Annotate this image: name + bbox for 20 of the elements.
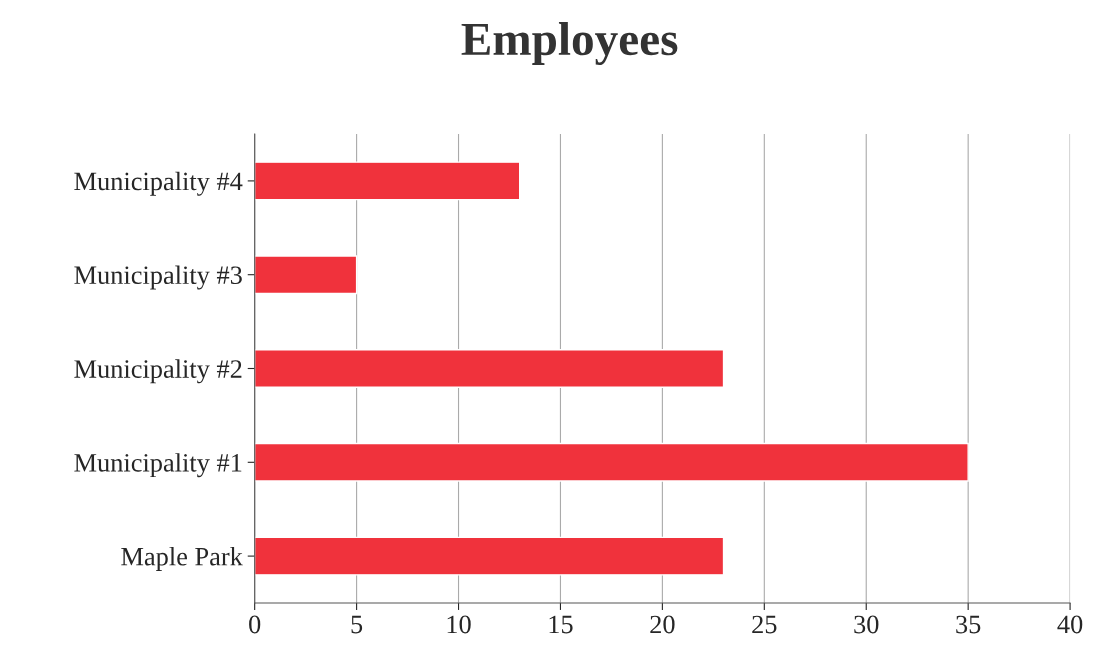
x-tick-label: 40 [1057,615,1083,634]
y-tick-label: Maple Park [121,546,243,571]
x-tick-label: 15 [549,615,573,634]
bar [254,536,725,576]
x-tick-label: 5 [351,615,363,634]
bar [254,349,725,388]
x-tick-label: 20 [650,615,675,634]
y-tick-label: Municipality #1 [74,453,242,478]
x-tick-label: 35 [956,615,981,634]
bar [254,255,358,295]
chart-title: Employees [461,22,678,66]
bar [254,442,969,482]
x-tick-label: 30 [854,615,879,634]
x-tick-label: 10 [447,615,471,634]
y-tick-label: Municipality #4 [74,171,243,196]
x-tick-label: 25 [752,615,777,634]
y-tick-label: Municipality #2 [74,359,242,384]
x-tick-label: 0 [249,615,261,634]
y-tick-label: Municipality #3 [74,265,242,290]
bar [254,161,521,201]
